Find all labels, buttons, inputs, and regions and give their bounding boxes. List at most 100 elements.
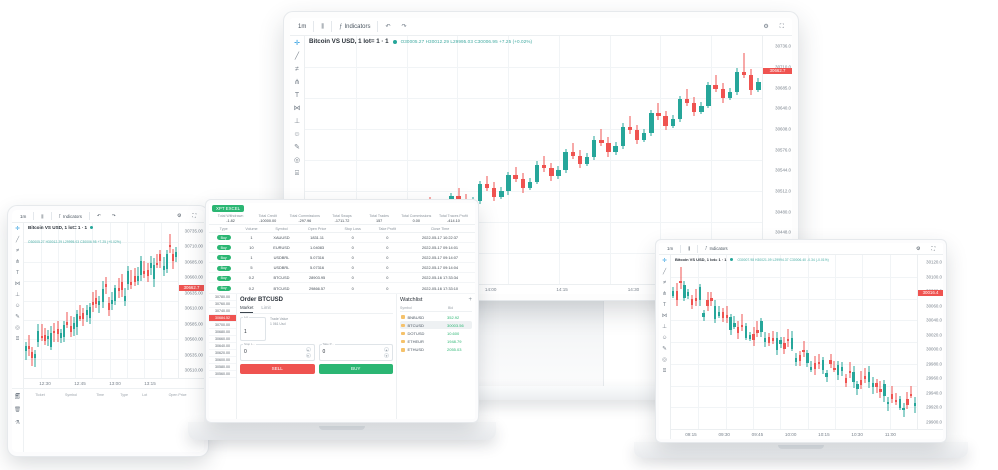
undo-icon[interactable]: ↶ [97,213,101,218]
text-icon[interactable]: T [662,302,667,308]
trend-line-icon[interactable]: ╱ [294,53,300,60]
trades-column-header[interactable]: Type [209,225,239,233]
ladder-row[interactable]: 30660.00 [209,336,236,343]
table-row[interactable]: Buy 1 USDBRL 5.07316 0 0 2022-05-17 09:14:07 [209,252,475,264]
trash-icon[interactable]: 🗑 [14,407,21,413]
table-row[interactable]: Buy 1 XAUUSD 1831.11 0 0 2022-05-17 10:22:37 [209,232,475,244]
tab-limit[interactable]: Limit [261,304,271,310]
crosshair-icon[interactable]: ✛ [662,258,667,264]
ladder-row[interactable]: 30760.00 [209,301,236,308]
timeframe-selector[interactable]: 1m [20,213,27,219]
lot-input[interactable]: Lot 1 [240,314,266,341]
watchlist-row[interactable]: DOTUSD 10.600 [400,329,472,337]
take-profit-input[interactable]: Take P... 0 ▴ ▾ [318,341,393,361]
shapes-icon[interactable]: ⋈ [661,313,668,319]
trades-column-header[interactable]: Close Time [405,225,475,233]
history-icon[interactable]: 🗐 [14,394,21,400]
timeframe-selector[interactable]: 1m [667,246,674,251]
indicators-button[interactable]: ƒ Indicators [701,245,732,252]
trades-column-header[interactable]: Symbol [264,225,299,233]
text-icon[interactable]: T [15,270,20,276]
crosshair-icon[interactable]: ✛ [294,40,300,47]
stop-loss-stepper[interactable]: ▴ ▾ [305,346,311,358]
take-profit-stepper[interactable]: ▴ ▾ [384,346,389,358]
trend-line-icon[interactable]: ╱ [662,269,667,275]
candlestick-plot-right[interactable]: 30120.030100.030080.030060.030040.030020… [671,255,943,429]
positions-column-header[interactable]: Lot [142,393,148,397]
ladder-row[interactable]: 30740.00 [209,308,236,315]
fullscreen-icon[interactable]: ⛶ [192,213,196,219]
candle-type-icon[interactable]: ⫼ [41,213,44,219]
undo-icon[interactable]: ↶ [385,23,391,30]
tab-market[interactable]: Market [240,305,254,313]
measure-icon[interactable]: ⊥ [662,324,667,330]
watchlist-row[interactable]: ETHUSD 2055.03 [400,346,472,354]
brush-icon[interactable]: ✎ [294,144,300,151]
shapes-icon[interactable]: ⋈ [293,105,301,112]
export-excel-button[interactable]: XPT EXCEL [212,205,245,212]
table-row[interactable]: Buy 0.2 BTCUSD 28903.95 0 0 2022-05-16 17:33:3… [209,272,475,284]
price-axis[interactable]: 30735.00 30710.00 30685.00 30660.00 30635.00… [178,223,204,378]
stepper-down-icon[interactable]: ▾ [384,352,389,358]
pitchfork-icon[interactable]: ⋔ [662,291,667,297]
gear-icon[interactable]: ⚙ [916,245,921,252]
ladder-row[interactable]: 30560.00 [209,371,236,378]
ladder-row[interactable]: 30600.00 [209,357,236,364]
fullscreen-icon[interactable]: ⛶ [779,23,784,30]
trades-column-header[interactable]: Open Price [298,225,336,233]
positions-column-header[interactable]: Type [120,393,129,397]
pitchfork-icon[interactable]: ⋔ [294,79,300,86]
crosshair-icon[interactable]: ✛ [15,226,20,232]
ladder-sell-price[interactable]: 30684.52 [209,314,236,322]
brush-icon[interactable]: ✎ [15,314,20,320]
trades-table-wrap[interactable]: Type Volume Symbol Open Price Stop Loss Take … [209,225,475,294]
indicators-button[interactable]: ƒ Indicators [335,23,374,31]
stop-loss-input[interactable]: Stop L... 0 ▴ ▾ [240,341,315,361]
timeframe-selector[interactable]: 1m [298,23,307,30]
stepper-up-icon[interactable]: ▴ [384,346,389,352]
chart-area-right[interactable]: Bitcoin VS USD, 1 lot= 1 · 1 O30007.98 H… [671,255,943,439]
table-row[interactable]: Buy 0.2 BTCUSD 29866.57 0 0 2022-05-16 17:33:1… [209,282,475,294]
sell-button[interactable]: SELL [240,363,315,374]
plus-icon[interactable]: + [468,296,472,303]
parallel-channel-icon[interactable]: ≠ [295,66,299,73]
magnet-icon[interactable]: ◎ [293,157,301,164]
gear-icon[interactable]: ⚙ [763,23,769,30]
emoji-icon[interactable]: ☺ [14,303,21,309]
pitchfork-icon[interactable]: ⋔ [15,259,20,265]
trades-column-header[interactable]: Take Profit [369,225,406,233]
price-ladder[interactable]: 30780.0030760.0030740.0030720.0030700.00… [209,293,237,419]
positions-column-header[interactable]: Time [96,393,105,397]
stepper-up-icon[interactable]: ▴ [305,346,311,352]
watchlist-row[interactable]: ETHEUR 1948.79 [400,338,472,346]
ruler-icon[interactable]: ⌸ [15,336,20,342]
positions-column-header[interactable]: Open Price [168,393,187,397]
trend-line-icon[interactable]: ╱ [15,237,20,243]
ruler-icon[interactable]: ⌸ [294,170,300,177]
ruler-icon[interactable]: ⌸ [662,368,667,374]
trades-column-header[interactable]: Volume [238,225,265,233]
indicators-button[interactable]: ƒ Indicators [55,213,87,220]
chart-area-tablet[interactable]: Bitcoin VS USD, 1 lot= 1 · 1 O30005.27 H… [24,223,204,388]
filter-icon[interactable]: ⚗ [15,420,20,426]
price-axis[interactable]: 30120.030100.030080.030060.030040.030020… [917,255,943,429]
ladder-row[interactable]: 30780.00 [209,294,236,301]
ladder-row[interactable]: 30580.00 [209,364,236,371]
candle-type-icon[interactable]: ⫼ [688,246,691,251]
magnet-icon[interactable]: ◎ [15,325,20,331]
measure-icon[interactable]: ⊥ [293,118,301,125]
positions-column-header[interactable]: Ticket [35,393,45,397]
ladder-row[interactable]: 30640.00 [209,343,236,350]
parallel-channel-icon[interactable]: ≠ [15,248,20,254]
chart-area[interactable]: Bitcoin VS USD, 1 lot= 1 · 1 O30005.27 H… [305,36,792,294]
parallel-channel-icon[interactable]: ≠ [662,280,667,286]
table-row[interactable]: Buy 10 EURUSD 1.04083 0 0 2022-05-17 09:14:01 [209,242,475,254]
table-row[interactable]: Buy 5 USDBRL 5.07316 0 0 2022-05-17 09:14:04 [209,262,475,274]
candle-type-icon[interactable]: ⫼ [321,23,325,30]
gear-icon[interactable]: ⚙ [177,213,182,219]
ladder-row[interactable]: 30700.00 [209,322,236,329]
watchlist-row[interactable]: BNBUSD 352.92 [400,313,472,321]
brush-icon[interactable]: ✎ [662,346,667,352]
measure-icon[interactable]: ⊥ [15,292,20,298]
redo-icon[interactable]: ↷ [401,23,407,30]
